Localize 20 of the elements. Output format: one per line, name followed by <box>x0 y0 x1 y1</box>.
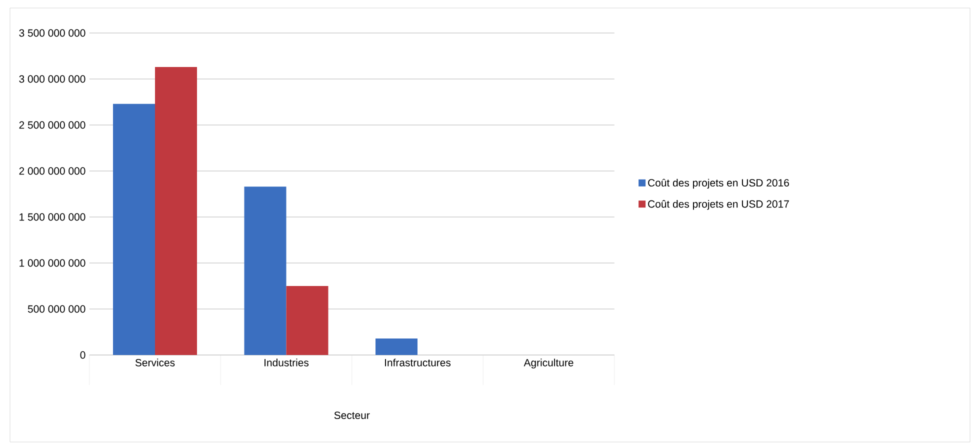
legend-label: Coût des projets en USD 2016 <box>648 178 789 189</box>
y-tick-label: 1 500 000 000 <box>20 213 86 221</box>
x-axis-title: Secteur <box>334 412 370 420</box>
y-tick-label: 0 <box>80 351 86 359</box>
legend-label: Coût des projets en USD 2017 <box>648 200 789 210</box>
bar <box>286 286 328 355</box>
y-tick-label: 1 000 000 000 <box>20 259 86 267</box>
x-tick-label: Agriculture <box>524 358 574 368</box>
y-tick-label: 500 000 000 <box>28 305 86 313</box>
x-tick-label: Industries <box>264 358 309 366</box>
bar <box>244 186 286 355</box>
x-tick-label: Services <box>135 358 175 366</box>
y-tick-label: 3 000 000 000 <box>19 75 86 83</box>
bar <box>155 67 197 355</box>
y-tick-label: 2 000 000 000 <box>19 167 86 175</box>
x-tick-label: Infrastructures <box>385 358 451 366</box>
bar <box>113 104 155 355</box>
y-tick-label: 2 500 000 000 <box>19 121 86 129</box>
bar <box>376 338 418 355</box>
y-tick-label: 3 500 000 000 <box>19 29 86 37</box>
